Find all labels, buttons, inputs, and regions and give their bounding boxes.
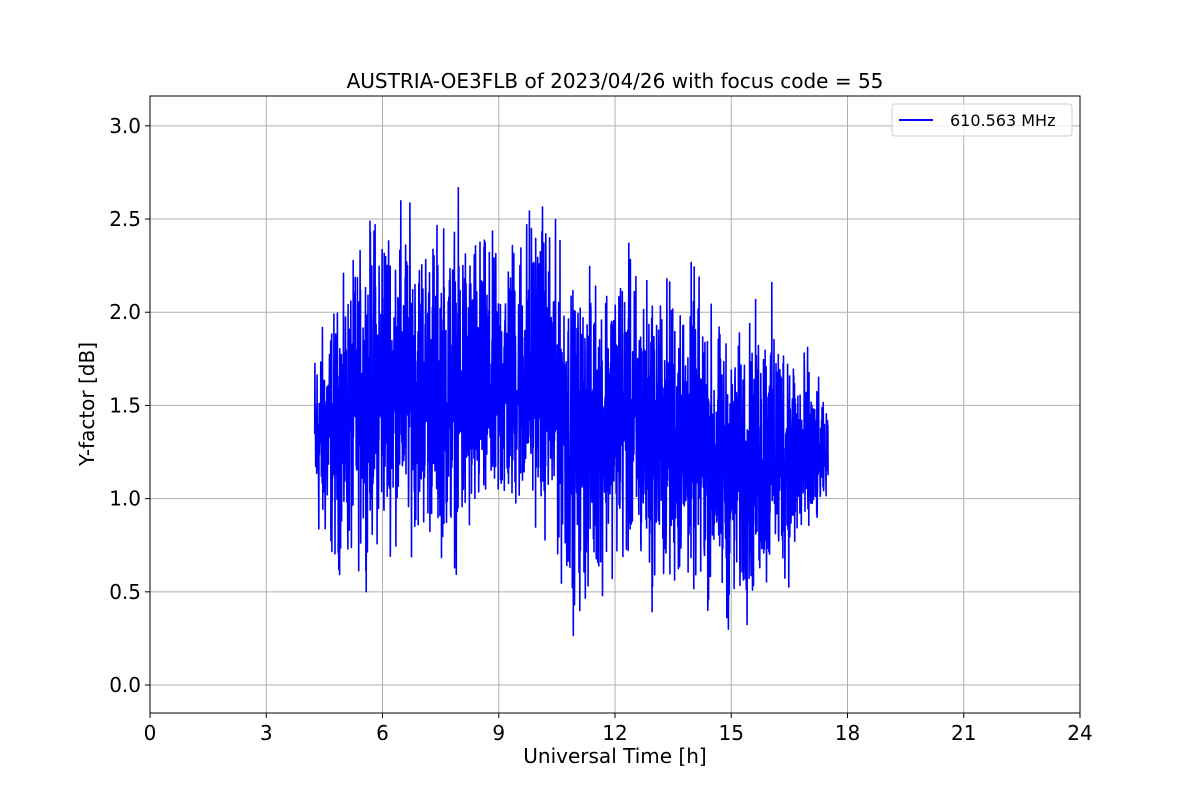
- y-tick-label: 1.0: [109, 487, 141, 511]
- chart-title: AUSTRIA-OE3FLB of 2023/04/26 with focus …: [347, 69, 884, 93]
- x-tick-label: 6: [376, 721, 389, 745]
- x-tick-label: 18: [835, 721, 860, 745]
- x-tick-label: 24: [1067, 721, 1092, 745]
- y-tick-label: 3.0: [109, 114, 141, 138]
- x-tick-label: 3: [260, 721, 273, 745]
- legend-box: [891, 103, 1073, 137]
- y-tick-label: 0.5: [109, 580, 141, 604]
- legend-label: 610.563 MHz: [950, 111, 1055, 130]
- x-tick-label: 12: [602, 721, 627, 745]
- x-tick-label: 15: [719, 721, 744, 745]
- y-tick-label: 0.0: [109, 673, 141, 697]
- x-tick-label: 0: [144, 721, 157, 745]
- x-tick-label: 21: [951, 721, 976, 745]
- x-axis-label: Universal Time [h]: [523, 744, 706, 768]
- y-tick-label: 2.5: [109, 207, 141, 231]
- y-axis-label: Y-factor [dB]: [75, 342, 99, 467]
- ticks: 0 3 6 9 12 15 18 21 24 0.0 0.5 1.0 1.5 2.0 2.5 3.0: [109, 114, 1093, 745]
- y-tick-label: 1.5: [109, 393, 141, 417]
- series-layer: [313, 187, 829, 637]
- legend: 610.563 MHz: [891, 103, 1073, 137]
- series-line: [313, 187, 829, 637]
- y-tick-label: 2.0: [109, 300, 141, 324]
- x-tick-label: 9: [492, 721, 505, 745]
